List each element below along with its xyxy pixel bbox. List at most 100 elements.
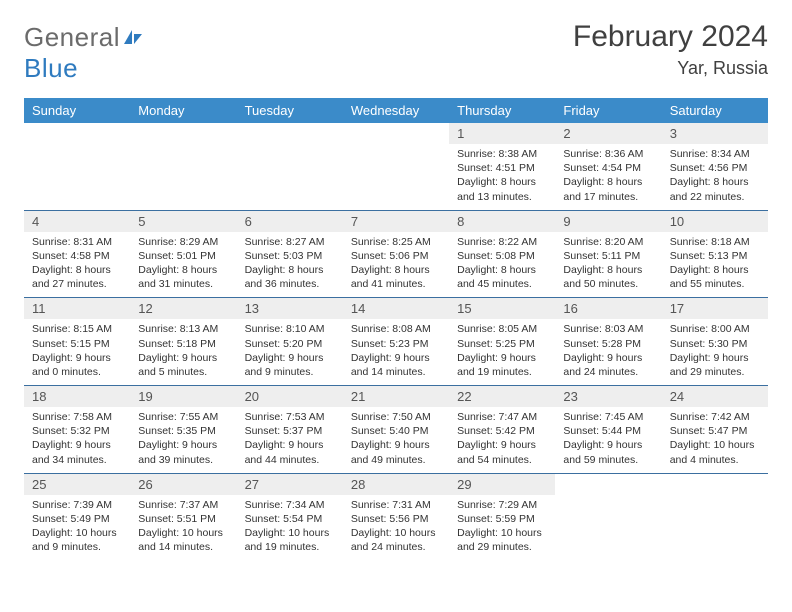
calendar-cell — [130, 123, 236, 210]
day-details: Sunrise: 8:00 AMSunset: 5:30 PMDaylight:… — [662, 319, 768, 385]
calendar-cell: 29Sunrise: 7:29 AMSunset: 5:59 PMDayligh… — [449, 473, 555, 560]
day-details: Sunrise: 8:34 AMSunset: 4:56 PMDaylight:… — [662, 144, 768, 210]
day-number: 14 — [343, 298, 449, 319]
calendar-cell: 1Sunrise: 8:38 AMSunset: 4:51 PMDaylight… — [449, 123, 555, 210]
logo-word2: Blue — [24, 53, 78, 83]
sail-icon — [122, 22, 144, 53]
calendar-cell: 24Sunrise: 7:42 AMSunset: 5:47 PMDayligh… — [662, 386, 768, 474]
calendar-cell: 25Sunrise: 7:39 AMSunset: 5:49 PMDayligh… — [24, 473, 130, 560]
day-number: 28 — [343, 474, 449, 495]
day-number: 13 — [237, 298, 343, 319]
calendar-cell — [555, 473, 661, 560]
day-number: 7 — [343, 211, 449, 232]
calendar-cell: 26Sunrise: 7:37 AMSunset: 5:51 PMDayligh… — [130, 473, 236, 560]
day-details: Sunrise: 8:03 AMSunset: 5:28 PMDaylight:… — [555, 319, 661, 385]
day-details: Sunrise: 8:18 AMSunset: 5:13 PMDaylight:… — [662, 232, 768, 298]
day-number: 15 — [449, 298, 555, 319]
page-title: February 2024 — [573, 20, 768, 54]
calendar-row: 25Sunrise: 7:39 AMSunset: 5:49 PMDayligh… — [24, 473, 768, 560]
day-details: Sunrise: 7:42 AMSunset: 5:47 PMDaylight:… — [662, 407, 768, 473]
day-details: Sunrise: 7:29 AMSunset: 5:59 PMDaylight:… — [449, 495, 555, 561]
day-details: Sunrise: 8:20 AMSunset: 5:11 PMDaylight:… — [555, 232, 661, 298]
day-number: 11 — [24, 298, 130, 319]
day-number: 6 — [237, 211, 343, 232]
day-details: Sunrise: 7:37 AMSunset: 5:51 PMDaylight:… — [130, 495, 236, 561]
calendar-cell: 7Sunrise: 8:25 AMSunset: 5:06 PMDaylight… — [343, 210, 449, 298]
day-number: 2 — [555, 123, 661, 144]
calendar-row: 11Sunrise: 8:15 AMSunset: 5:15 PMDayligh… — [24, 298, 768, 386]
calendar-cell: 8Sunrise: 8:22 AMSunset: 5:08 PMDaylight… — [449, 210, 555, 298]
calendar-cell: 9Sunrise: 8:20 AMSunset: 5:11 PMDaylight… — [555, 210, 661, 298]
weekday-header: Friday — [555, 98, 661, 123]
calendar-cell: 28Sunrise: 7:31 AMSunset: 5:56 PMDayligh… — [343, 473, 449, 560]
weekday-header: Monday — [130, 98, 236, 123]
calendar-row: 18Sunrise: 7:58 AMSunset: 5:32 PMDayligh… — [24, 386, 768, 474]
title-block: February 2024 Yar, Russia — [573, 20, 768, 79]
calendar-cell: 11Sunrise: 8:15 AMSunset: 5:15 PMDayligh… — [24, 298, 130, 386]
weekday-header: Tuesday — [237, 98, 343, 123]
day-details: Sunrise: 8:15 AMSunset: 5:15 PMDaylight:… — [24, 319, 130, 385]
day-number: 26 — [130, 474, 236, 495]
day-details: Sunrise: 8:29 AMSunset: 5:01 PMDaylight:… — [130, 232, 236, 298]
day-number: 9 — [555, 211, 661, 232]
day-number: 12 — [130, 298, 236, 319]
calendar-cell: 14Sunrise: 8:08 AMSunset: 5:23 PMDayligh… — [343, 298, 449, 386]
calendar-cell — [343, 123, 449, 210]
day-details: Sunrise: 7:47 AMSunset: 5:42 PMDaylight:… — [449, 407, 555, 473]
weekday-header: Saturday — [662, 98, 768, 123]
day-number: 19 — [130, 386, 236, 407]
calendar-cell: 15Sunrise: 8:05 AMSunset: 5:25 PMDayligh… — [449, 298, 555, 386]
calendar-row: 1Sunrise: 8:38 AMSunset: 4:51 PMDaylight… — [24, 123, 768, 210]
calendar-cell: 5Sunrise: 8:29 AMSunset: 5:01 PMDaylight… — [130, 210, 236, 298]
calendar-cell: 16Sunrise: 8:03 AMSunset: 5:28 PMDayligh… — [555, 298, 661, 386]
calendar-cell: 6Sunrise: 8:27 AMSunset: 5:03 PMDaylight… — [237, 210, 343, 298]
day-number: 3 — [662, 123, 768, 144]
calendar-cell: 13Sunrise: 8:10 AMSunset: 5:20 PMDayligh… — [237, 298, 343, 386]
day-details: Sunrise: 7:53 AMSunset: 5:37 PMDaylight:… — [237, 407, 343, 473]
day-number: 25 — [24, 474, 130, 495]
logo-text: General Blue — [24, 20, 144, 84]
day-number: 29 — [449, 474, 555, 495]
calendar-cell — [24, 123, 130, 210]
weekday-header: Sunday — [24, 98, 130, 123]
location: Yar, Russia — [573, 58, 768, 79]
day-details: Sunrise: 8:08 AMSunset: 5:23 PMDaylight:… — [343, 319, 449, 385]
header: General Blue February 2024 Yar, Russia — [24, 20, 768, 84]
day-details: Sunrise: 8:22 AMSunset: 5:08 PMDaylight:… — [449, 232, 555, 298]
calendar-row: 4Sunrise: 8:31 AMSunset: 4:58 PMDaylight… — [24, 210, 768, 298]
day-number: 5 — [130, 211, 236, 232]
logo: General Blue — [24, 20, 144, 84]
calendar-cell: 23Sunrise: 7:45 AMSunset: 5:44 PMDayligh… — [555, 386, 661, 474]
day-number: 8 — [449, 211, 555, 232]
day-number: 22 — [449, 386, 555, 407]
day-details: Sunrise: 8:31 AMSunset: 4:58 PMDaylight:… — [24, 232, 130, 298]
day-details: Sunrise: 7:39 AMSunset: 5:49 PMDaylight:… — [24, 495, 130, 561]
day-number: 21 — [343, 386, 449, 407]
day-details: Sunrise: 8:13 AMSunset: 5:18 PMDaylight:… — [130, 319, 236, 385]
day-details: Sunrise: 8:36 AMSunset: 4:54 PMDaylight:… — [555, 144, 661, 210]
calendar-cell: 18Sunrise: 7:58 AMSunset: 5:32 PMDayligh… — [24, 386, 130, 474]
weekday-header-row: SundayMondayTuesdayWednesdayThursdayFrid… — [24, 98, 768, 123]
calendar-cell: 3Sunrise: 8:34 AMSunset: 4:56 PMDaylight… — [662, 123, 768, 210]
day-number: 27 — [237, 474, 343, 495]
calendar-cell: 10Sunrise: 8:18 AMSunset: 5:13 PMDayligh… — [662, 210, 768, 298]
calendar-cell — [662, 473, 768, 560]
day-details: Sunrise: 8:10 AMSunset: 5:20 PMDaylight:… — [237, 319, 343, 385]
day-details: Sunrise: 7:58 AMSunset: 5:32 PMDaylight:… — [24, 407, 130, 473]
calendar-cell: 17Sunrise: 8:00 AMSunset: 5:30 PMDayligh… — [662, 298, 768, 386]
day-details: Sunrise: 8:25 AMSunset: 5:06 PMDaylight:… — [343, 232, 449, 298]
day-details: Sunrise: 8:05 AMSunset: 5:25 PMDaylight:… — [449, 319, 555, 385]
logo-word1: General — [24, 22, 120, 52]
day-details: Sunrise: 8:38 AMSunset: 4:51 PMDaylight:… — [449, 144, 555, 210]
day-number: 20 — [237, 386, 343, 407]
day-details: Sunrise: 8:27 AMSunset: 5:03 PMDaylight:… — [237, 232, 343, 298]
day-details: Sunrise: 7:55 AMSunset: 5:35 PMDaylight:… — [130, 407, 236, 473]
day-details: Sunrise: 7:34 AMSunset: 5:54 PMDaylight:… — [237, 495, 343, 561]
weekday-header: Thursday — [449, 98, 555, 123]
day-details: Sunrise: 7:50 AMSunset: 5:40 PMDaylight:… — [343, 407, 449, 473]
calendar-cell: 2Sunrise: 8:36 AMSunset: 4:54 PMDaylight… — [555, 123, 661, 210]
calendar-cell — [237, 123, 343, 210]
day-number: 10 — [662, 211, 768, 232]
weekday-header: Wednesday — [343, 98, 449, 123]
calendar-cell: 21Sunrise: 7:50 AMSunset: 5:40 PMDayligh… — [343, 386, 449, 474]
